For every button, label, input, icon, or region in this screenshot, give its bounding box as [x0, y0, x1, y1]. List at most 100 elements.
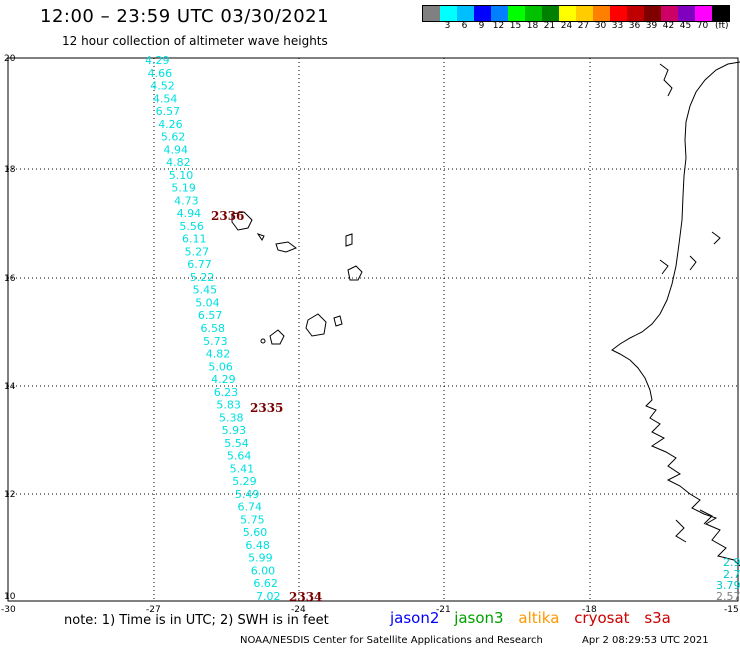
swh-value: 4.82 [206, 348, 231, 361]
lon-tick: -21 [436, 605, 451, 615]
legend-label: 30 [594, 21, 607, 31]
swh-value: 6.62 [253, 577, 278, 590]
legend-swatch [440, 6, 457, 21]
swh-value: 5.64 [227, 450, 252, 463]
swh-value: 5.62 [161, 131, 186, 144]
swh-value: 4.26 [158, 118, 183, 131]
swh-value: 5.49 [235, 488, 260, 501]
legend-label: 45 [679, 21, 692, 31]
legend-swatch [576, 6, 593, 21]
swh-value: 4.94 [164, 143, 189, 156]
legend-label: 9 [478, 21, 485, 31]
lat-tick: 14 [4, 382, 16, 392]
swh-value: 5.10 [169, 169, 194, 182]
edge-values: 2.9 2.7 3.79 2.57 [716, 556, 740, 603]
legend-label: 24 [560, 21, 573, 31]
legend-swatch [542, 6, 559, 21]
swh-value: 6.11 [182, 233, 207, 246]
satellite-name-jason3: jason3 [454, 609, 504, 627]
swh-value: 4.66 [148, 67, 173, 80]
swh-value: 5.75 [240, 513, 265, 526]
swh-value: 5.27 [185, 245, 210, 258]
edge-value: 2.57 [716, 590, 740, 603]
legend-unit: (ft) [715, 21, 729, 31]
legend-swatch [457, 6, 474, 21]
swh-value: 6.48 [245, 539, 270, 552]
africa-coastline [611, 61, 740, 567]
lat-tick: 12 [4, 490, 15, 500]
swh-value: 5.04 [195, 297, 220, 310]
swh-value: 5.54 [224, 437, 249, 450]
swh-value: 6.57 [198, 309, 223, 322]
legend-swatch [559, 6, 576, 21]
swh-value: 5.22 [190, 271, 215, 284]
pass-label: 2335 [250, 401, 283, 415]
lat-axis: 20 18 16 14 12 10 [4, 54, 16, 602]
legend-swatch [474, 6, 491, 21]
lat-tick: 10 [4, 592, 16, 602]
legend-label: 42 [662, 21, 675, 31]
legend-swatch [593, 6, 610, 21]
satellite-name-jason2: jason2 [390, 609, 440, 627]
swh-value: 5.38 [219, 411, 244, 424]
color-legend-bar [422, 5, 730, 22]
swh-value: 6.57 [156, 105, 181, 118]
satellite-name-altika: altika [518, 609, 560, 627]
legend-label: 15 [509, 21, 522, 31]
edge-value: 3.79 [716, 579, 740, 592]
legend-label: 21 [543, 21, 556, 31]
legend-label: 33 [611, 21, 624, 31]
islands [231, 211, 363, 345]
satellite-name-cryosat: cryosat [574, 609, 630, 627]
legend-label: 3 [444, 21, 451, 31]
legend-swatch [610, 6, 627, 21]
legend-label: 27 [577, 21, 590, 31]
satellite-legend: jason2 jason3 altika cryosat s3a [390, 609, 681, 627]
satellite-name-s3a: s3a [644, 609, 671, 627]
edge-value: 2.9 [723, 556, 740, 569]
swh-value: 5.73 [203, 335, 228, 348]
swh-value: 4.52 [150, 80, 175, 93]
lat-tick: 16 [4, 274, 16, 284]
legend-swatch [508, 6, 525, 21]
swh-value: 4.29 [211, 373, 236, 386]
legend-label: 18 [526, 21, 539, 31]
swh-value: 4.54 [153, 92, 178, 105]
lat-tick: 20 [4, 54, 16, 64]
swh-value: 5.56 [179, 220, 204, 233]
swh-value: 5.06 [208, 360, 233, 373]
swh-value: 4.82 [166, 156, 191, 169]
swh-value: 5.29 [232, 475, 257, 488]
swh-value: 5.83 [216, 399, 241, 412]
lon-tick: -27 [146, 605, 161, 615]
lon-tick: -24 [291, 605, 306, 615]
legend-swatch [644, 6, 661, 21]
coast-inlet [659, 63, 721, 543]
lon-tick: -18 [582, 605, 597, 615]
map-title: 12:00 – 23:59 UTC 03/30/2021 [40, 6, 330, 27]
lat-tick: 18 [4, 165, 16, 175]
swh-value: 6.74 [238, 501, 263, 514]
lon-tick: -30 [1, 605, 16, 615]
credit-line: NOAA/NESDIS Center for Satellite Applica… [240, 635, 543, 646]
legend-swatch [712, 6, 729, 21]
map-subtitle: 12 hour collection of altimeter wave hei… [62, 34, 328, 48]
edge-value: 2.7 [723, 568, 740, 581]
swh-value: 6.23 [214, 386, 239, 399]
color-legend-labels: 3 6 9 12 15 18 21 24 27 30 33 36 39 42 45 70 [422, 21, 728, 31]
lon-tick: -15 [724, 605, 739, 615]
swh-value: 5.99 [248, 552, 273, 565]
swh-value: 5.93 [222, 424, 247, 437]
pass-label: 2336 [211, 209, 244, 223]
legend-swatch [627, 6, 644, 21]
lon-axis: -30 -27 -24 -21 -18 -15 [1, 605, 739, 615]
legend-swatch [661, 6, 678, 21]
swh-track: 4.294.664.524.546.574.265.624.944.825.10… [145, 54, 281, 603]
swh-value: 6.00 [251, 565, 276, 578]
swh-value: 5.41 [230, 462, 255, 475]
swh-value: 4.94 [177, 207, 202, 220]
swh-value: 5.60 [243, 526, 267, 539]
map-frame [7, 57, 739, 602]
swh-value: 4.73 [174, 194, 199, 207]
